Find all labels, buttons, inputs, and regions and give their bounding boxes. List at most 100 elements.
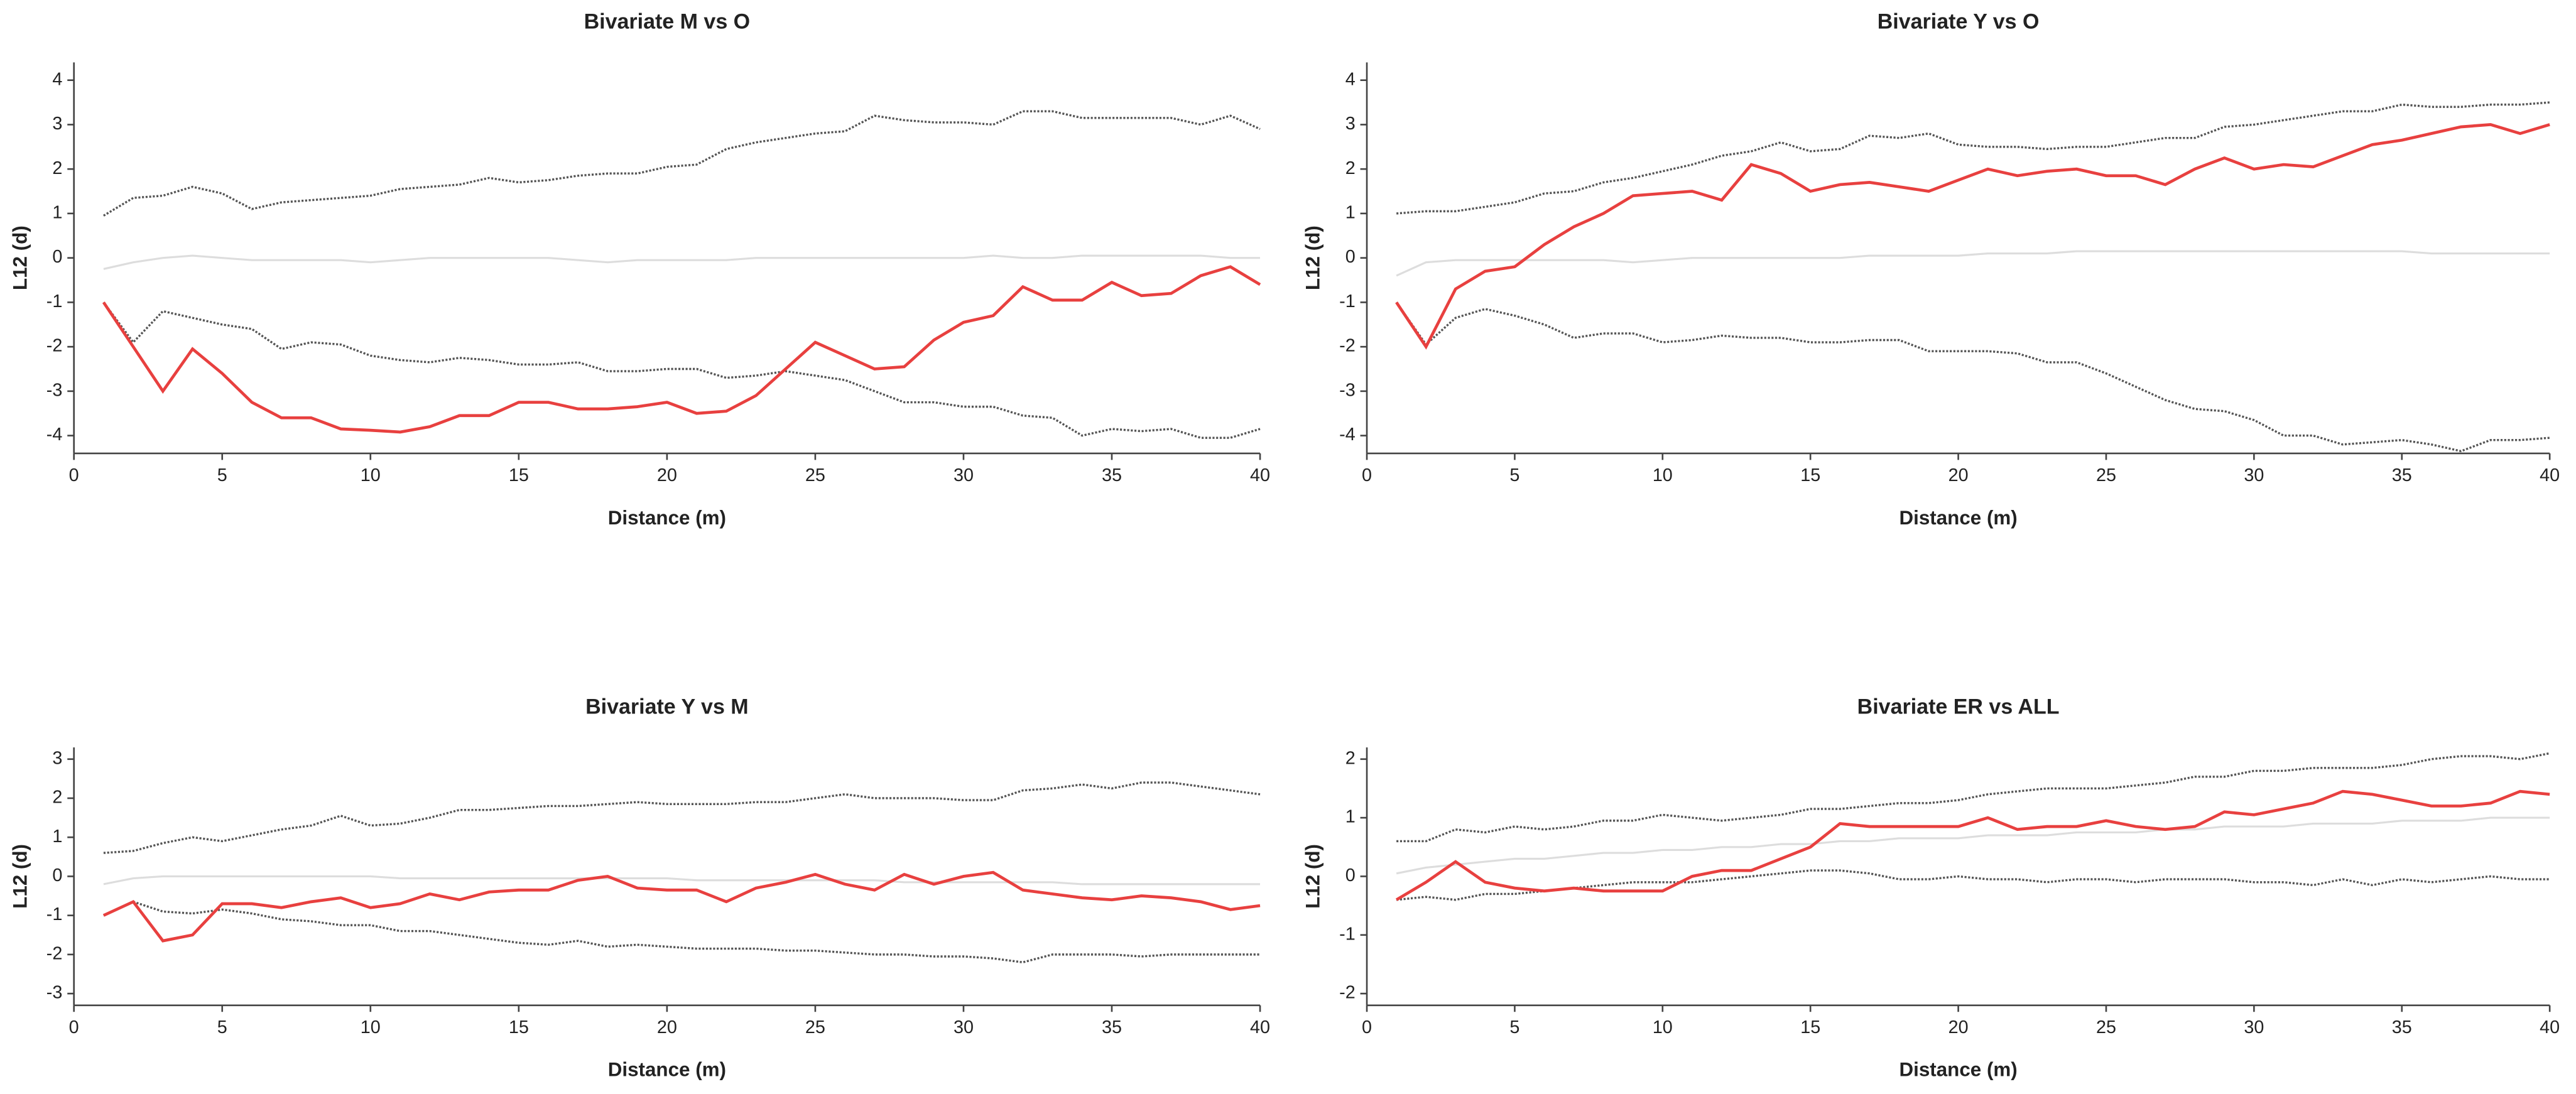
- x-tick-label: 30: [954, 1017, 974, 1037]
- x-axis-label: Distance (m): [608, 1059, 726, 1081]
- y-axis-label: L12 (d): [9, 225, 31, 290]
- series-line: [1395, 789, 2550, 901]
- y-tick-label: 2: [1345, 158, 1356, 178]
- y-tick-label: 2: [52, 158, 62, 178]
- x-tick-label: 25: [2096, 465, 2116, 485]
- y-tick-label: 0: [1345, 865, 1356, 885]
- chart-title: Bivariate Y vs M: [585, 695, 749, 718]
- series-line: [103, 901, 1261, 964]
- chart-title: Bivariate Y vs O: [1878, 10, 2040, 34]
- series-line: [1395, 123, 2550, 350]
- series-line: [102, 265, 1261, 434]
- x-tick-label: 35: [1102, 465, 1122, 485]
- x-tick-label: 0: [1362, 1017, 1372, 1037]
- y-tick-label: 2: [52, 788, 62, 808]
- y-tick-label: 2: [1345, 748, 1356, 768]
- series-line: [1396, 816, 2550, 875]
- y-axis-label: L12 (d): [9, 844, 31, 909]
- y-tick-label: -1: [46, 291, 63, 311]
- x-tick-label: 0: [69, 1017, 79, 1037]
- x-axis-label: Distance (m): [1899, 507, 2017, 529]
- series-line: [102, 870, 1261, 943]
- x-tick-label: 30: [2244, 465, 2264, 485]
- y-tick-label: -2: [46, 943, 63, 963]
- y-tick-label: 4: [1345, 69, 1356, 89]
- x-tick-label: 5: [217, 465, 227, 485]
- series-line: [1396, 869, 2550, 901]
- y-tick-label: -1: [46, 904, 63, 924]
- x-tick-label: 15: [509, 465, 529, 485]
- y-tick-label: -3: [46, 983, 63, 1003]
- y-tick-label: 3: [52, 748, 62, 768]
- series-line: [1396, 250, 2550, 277]
- y-tick-label: -3: [1339, 380, 1356, 400]
- x-tick-label: 40: [1250, 465, 1270, 485]
- x-tick-label: 35: [2392, 1017, 2412, 1037]
- y-axis-label: L12 (d): [1302, 225, 1324, 290]
- series-line: [1396, 752, 2550, 843]
- x-tick-label: 10: [1653, 1017, 1673, 1037]
- x-tick-label: 10: [361, 465, 381, 485]
- x-tick-label: 10: [361, 1017, 381, 1037]
- series-line: [103, 781, 1261, 854]
- y-tick-label: 3: [1345, 114, 1356, 134]
- series-line: [103, 110, 1261, 217]
- x-tick-label: 40: [2540, 1017, 2560, 1037]
- y-tick-label: 1: [52, 826, 62, 847]
- x-tick-label: 25: [805, 465, 825, 485]
- y-tick-label: -2: [1339, 983, 1356, 1003]
- x-tick-label: 35: [2392, 465, 2412, 485]
- series-line: [102, 301, 1261, 439]
- y-tick-label: 3: [52, 114, 62, 134]
- x-tick-label: 15: [509, 1017, 529, 1037]
- y-tick-label: 0: [52, 865, 62, 885]
- x-tick-label: 25: [805, 1017, 825, 1037]
- y-tick-label: -2: [46, 336, 63, 356]
- x-tick-label: 5: [217, 1017, 227, 1037]
- x-tick-label: 5: [1509, 1017, 1519, 1037]
- x-tick-label: 20: [657, 465, 677, 485]
- x-tick-label: 35: [1102, 1017, 1122, 1037]
- series-line: [103, 875, 1261, 885]
- chart-title: Bivariate ER vs ALL: [1857, 695, 2060, 718]
- x-tick-label: 40: [1250, 1017, 1270, 1037]
- x-tick-label: 20: [1948, 465, 1969, 485]
- y-tick-label: 0: [1345, 247, 1356, 267]
- x-tick-label: 15: [1800, 1017, 1820, 1037]
- y-tick-label: -4: [1339, 425, 1356, 445]
- x-tick-label: 30: [954, 465, 974, 485]
- y-tick-label: -1: [1339, 924, 1356, 944]
- x-tick-label: 15: [1800, 465, 1820, 485]
- x-tick-label: 25: [2096, 1017, 2116, 1037]
- y-axis-label: L12 (d): [1302, 844, 1324, 909]
- y-tick-label: 0: [52, 247, 62, 267]
- series-line: [1395, 301, 2550, 453]
- chart-title: Bivariate M vs O: [584, 10, 751, 34]
- y-tick-label: -3: [46, 380, 63, 400]
- y-tick-label: -4: [46, 425, 63, 445]
- x-tick-label: 20: [657, 1017, 677, 1037]
- x-tick-label: 10: [1653, 465, 1673, 485]
- x-axis-label: Distance (m): [1899, 1059, 2017, 1081]
- y-tick-label: -1: [1339, 291, 1356, 311]
- x-tick-label: 40: [2540, 465, 2560, 485]
- y-tick-label: -2: [1339, 336, 1356, 356]
- y-tick-label: 1: [52, 203, 62, 223]
- panel: Bivariate ER vs ALL Distance (m) L12 (d) 0 5…: [1302, 695, 2560, 1080]
- y-tick-label: 4: [52, 69, 62, 89]
- x-tick-label: 0: [1362, 465, 1372, 485]
- series-line: [103, 254, 1261, 270]
- x-tick-label: 0: [69, 465, 79, 485]
- x-tick-label: 20: [1948, 1017, 1969, 1037]
- series-line: [1396, 101, 2550, 215]
- x-axis-label: Distance (m): [608, 507, 726, 529]
- x-tick-label: 5: [1509, 465, 1519, 485]
- y-tick-label: 1: [1345, 807, 1356, 827]
- x-tick-label: 30: [2244, 1017, 2264, 1037]
- y-tick-label: 1: [1345, 203, 1356, 223]
